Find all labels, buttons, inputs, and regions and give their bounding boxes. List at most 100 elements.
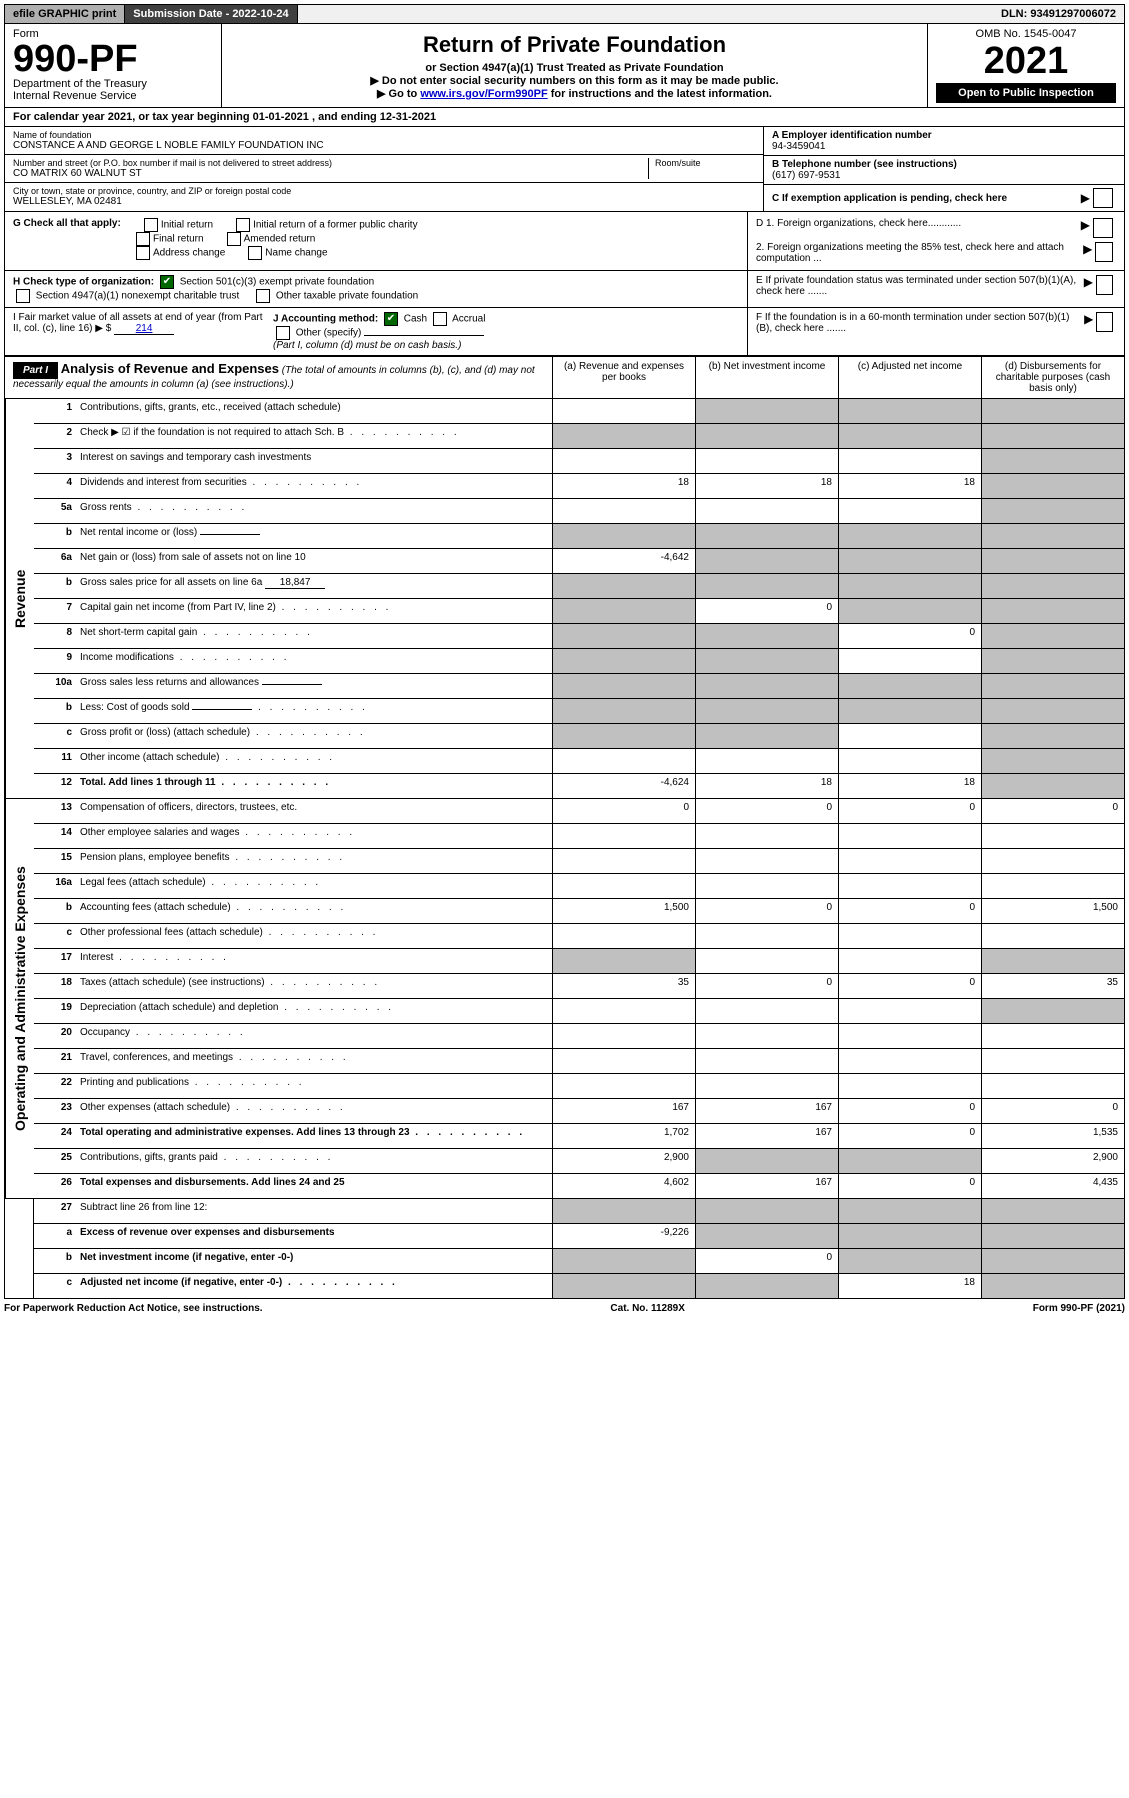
row-number: 5a — [34, 499, 76, 523]
cell-col-d — [981, 1249, 1124, 1273]
row-number: 27 — [34, 1199, 76, 1223]
cell-col-c — [838, 549, 981, 573]
cell-col-a — [552, 849, 695, 873]
row-label: Excess of revenue over expenses and disb… — [76, 1224, 552, 1248]
row-number: 3 — [34, 449, 76, 473]
note-ssn: ▶ Do not enter social security numbers o… — [230, 74, 919, 87]
row-number: 23 — [34, 1099, 76, 1123]
row-label: Less: Cost of goods sold — [76, 699, 552, 723]
cell-col-c: 0 — [838, 1099, 981, 1123]
table-row: 9Income modifications — [34, 649, 1124, 674]
cell-col-b: 0 — [695, 599, 838, 623]
accrual-checkbox[interactable] — [433, 312, 447, 326]
revenue-section: Revenue 1Contributions, gifts, grants, e… — [4, 399, 1125, 799]
initial-former-checkbox[interactable] — [236, 218, 250, 232]
row-number: 19 — [34, 999, 76, 1023]
table-row: 22Printing and publications — [34, 1074, 1124, 1099]
table-row: 13Compensation of officers, directors, t… — [34, 799, 1124, 824]
row-number: 16a — [34, 874, 76, 898]
inline-value — [200, 534, 260, 535]
expenses-section: Operating and Administrative Expenses 13… — [4, 799, 1125, 1199]
cell-col-b — [695, 824, 838, 848]
cell-col-c — [838, 849, 981, 873]
d2-checkbox[interactable] — [1095, 242, 1113, 262]
form-subtitle: or Section 4947(a)(1) Trust Treated as P… — [230, 62, 919, 74]
row-number: 21 — [34, 1049, 76, 1073]
form-title: Return of Private Foundation — [230, 32, 919, 58]
cell-col-d — [981, 474, 1124, 498]
check-section-gd: G Check all that apply: Initial return I… — [4, 212, 1125, 271]
form-number: 990-PF — [13, 40, 213, 78]
table-row: 17Interest — [34, 949, 1124, 974]
irs-link[interactable]: www.irs.gov/Form990PF — [420, 88, 547, 100]
addr-label: Number and street (or P.O. box number if… — [13, 158, 648, 168]
other-method-checkbox[interactable] — [276, 326, 290, 340]
j-note: (Part I, column (d) must be on cash basi… — [273, 340, 461, 351]
cell-col-c — [838, 1224, 981, 1248]
cell-col-c: 0 — [838, 1124, 981, 1148]
phone-value: (617) 697-9531 — [772, 170, 1116, 181]
fmv-value[interactable]: 214 — [114, 323, 174, 335]
h-label: H Check type of organization: — [13, 277, 154, 288]
name-change-checkbox[interactable] — [248, 246, 262, 260]
table-row: 2Check ▶ ☑ if the foundation is not requ… — [34, 424, 1124, 449]
address-change-checkbox[interactable] — [136, 246, 150, 260]
table-row: 5aGross rents — [34, 499, 1124, 524]
501c3-checkbox[interactable]: ✔ — [160, 275, 174, 289]
net-section: 27Subtract line 26 from line 12:aExcess … — [4, 1199, 1125, 1299]
initial-return-checkbox[interactable] — [144, 218, 158, 232]
cell-col-c — [838, 1074, 981, 1098]
cell-col-b — [695, 724, 838, 748]
cell-col-a — [552, 699, 695, 723]
row-label: Occupancy — [76, 1024, 552, 1048]
row-label: Subtract line 26 from line 12: — [76, 1199, 552, 1223]
cell-col-b — [695, 624, 838, 648]
pending-checkbox[interactable] — [1093, 188, 1113, 208]
row-number: 22 — [34, 1074, 76, 1098]
j-label: J Accounting method: — [273, 314, 378, 325]
amended-return-checkbox[interactable] — [227, 232, 241, 246]
efile-label[interactable]: efile GRAPHIC print — [5, 5, 125, 23]
cell-col-a — [552, 499, 695, 523]
4947-checkbox[interactable] — [16, 289, 30, 303]
row-label: Gross sales price for all assets on line… — [76, 574, 552, 598]
cell-col-d — [981, 1274, 1124, 1298]
table-row: 26Total expenses and disbursements. Add … — [34, 1174, 1124, 1198]
row-label: Net short-term capital gain — [76, 624, 552, 648]
row-label: Total operating and administrative expen… — [76, 1124, 552, 1148]
cell-col-d — [981, 524, 1124, 548]
room-label: Room/suite — [655, 158, 755, 168]
e-checkbox[interactable] — [1096, 275, 1113, 295]
dept-label: Department of the Treasury — [13, 78, 213, 90]
cell-col-a: 2,900 — [552, 1149, 695, 1173]
cell-col-d — [981, 1199, 1124, 1223]
other-method-field[interactable] — [364, 335, 484, 336]
table-row: 24Total operating and administrative exp… — [34, 1124, 1124, 1149]
row-number: 13 — [34, 799, 76, 823]
cell-col-c — [838, 1149, 981, 1173]
cell-col-b: 0 — [695, 1249, 838, 1273]
final-return-checkbox[interactable] — [136, 232, 150, 246]
cell-col-c — [838, 449, 981, 473]
f-checkbox[interactable] — [1096, 312, 1113, 332]
cell-col-c — [838, 724, 981, 748]
cell-col-a — [552, 399, 695, 423]
cell-col-a: 4,602 — [552, 1174, 695, 1198]
cell-col-d — [981, 749, 1124, 773]
cell-col-c — [838, 674, 981, 698]
cell-col-d — [981, 549, 1124, 573]
row-label: Travel, conferences, and meetings — [76, 1049, 552, 1073]
cell-col-a — [552, 824, 695, 848]
cash-checkbox[interactable]: ✔ — [384, 312, 398, 326]
part1-title: Analysis of Revenue and Expenses — [61, 361, 279, 376]
h2-label: Section 4947(a)(1) nonexempt charitable … — [36, 291, 239, 302]
cell-col-c — [838, 824, 981, 848]
table-row: 18Taxes (attach schedule) (see instructi… — [34, 974, 1124, 999]
table-row: 8Net short-term capital gain0 — [34, 624, 1124, 649]
other-taxable-checkbox[interactable] — [256, 289, 270, 303]
row-label: Check ▶ ☑ if the foundation is not requi… — [76, 424, 552, 448]
inline-value — [192, 709, 252, 710]
cell-col-d — [981, 824, 1124, 848]
row-label: Printing and publications — [76, 1074, 552, 1098]
d1-checkbox[interactable] — [1093, 218, 1113, 238]
